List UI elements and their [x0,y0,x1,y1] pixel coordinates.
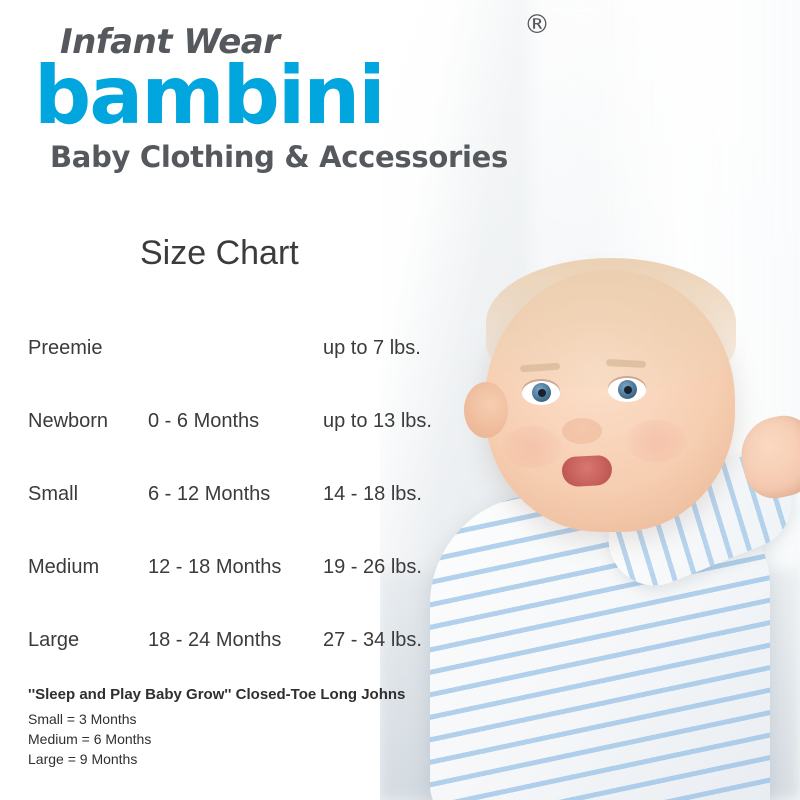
page-title: Size Chart [140,234,299,272]
cell-age: 18 - 24 Months [148,629,282,651]
cell-age: 0 - 6 Months [148,410,260,432]
baby-photograph [380,0,800,800]
cell-size: Small [28,483,79,505]
footnote-line: Large = 9 Months [28,750,138,767]
pupil [624,386,632,394]
table-row: Small 6 - 12 Months 14 - 18 lbs. [28,458,478,531]
baby-cheek-left [502,426,562,468]
cell-weight: 27 - 34 lbs. [323,629,422,651]
brand-eyebrow: Infant Wear [60,22,280,62]
baby-eye-right [608,378,646,402]
cell-age: 6 - 12 Months [148,483,271,505]
baby-eye-left [522,381,560,405]
baby-nose [562,418,602,444]
cell-size: Preemie [28,337,103,359]
cell-weight: up to 7 lbs. [323,337,421,359]
cell-weight: 19 - 26 lbs. [323,556,422,578]
cell-size: Large [28,629,80,651]
footnote-title: ''Sleep and Play Baby Grow'' Closed-Toe … [28,686,406,703]
cell-age: 12 - 18 Months [148,556,282,578]
brand-name: bambini [34,49,386,142]
footnote: ''Sleep and Play Baby Grow'' Closed-Toe … [28,686,468,770]
baby-figure [390,250,800,800]
baby-cheek-right [626,420,686,462]
baby-ear [464,382,508,438]
brand-name-wrap: bambini ® [34,10,550,136]
table-row: Large 18 - 24 Months 27 - 34 lbs. [28,604,478,677]
table-row: Medium 12 - 18 Months 19 - 26 lbs. [28,531,478,604]
cell-size: Medium [28,556,100,578]
pupil [538,389,546,397]
cell-weight: 14 - 18 lbs. [323,483,422,505]
registered-trademark-icon: ® [524,10,550,40]
brand-tagline: Baby Clothing & Accessories [50,140,508,174]
brand-logo: Infant Wear bambini ® Baby Clothing & Ac… [28,10,550,174]
footnote-line: Medium = 6 Months [28,730,152,747]
footnote-line: Small = 3 Months [28,711,137,727]
cell-age [148,312,323,385]
baby-mouth [561,454,613,488]
table-row: Preemie up to 7 lbs. [28,312,478,385]
cell-weight: up to 13 lbs. [323,410,432,432]
size-chart-table: Preemie up to 7 lbs. Newborn 0 - 6 Month… [28,312,478,677]
cell-size: Newborn [28,410,109,432]
table-row: Newborn 0 - 6 Months up to 13 lbs. [28,385,478,458]
